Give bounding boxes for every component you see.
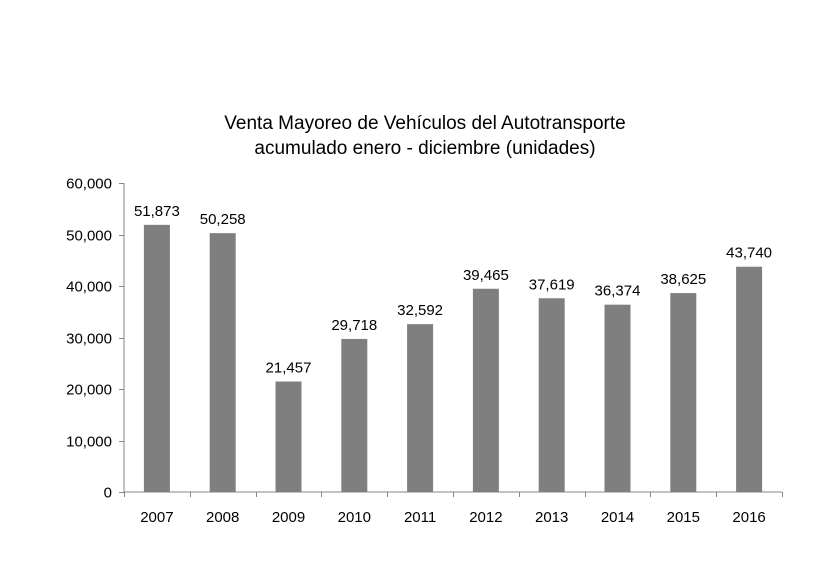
bar-value-label: 51,873	[134, 203, 180, 220]
bar	[143, 224, 170, 492]
bar	[209, 233, 236, 492]
y-tick-label: 20,000	[66, 382, 112, 399]
bar	[736, 266, 763, 492]
x-tick-label: 2014	[601, 509, 634, 526]
bar-value-label: 38,625	[660, 271, 706, 288]
x-tick-label: 2012	[469, 509, 502, 526]
chart-subtitle: acumulado enero - diciembre (unidades)	[254, 138, 596, 159]
y-tick-label: 40,000	[66, 279, 112, 296]
x-tick-label: 2009	[272, 509, 305, 526]
bar-value-label: 37,619	[529, 276, 575, 293]
bar-value-label: 32,592	[397, 302, 443, 319]
y-tick-label: 60,000	[66, 176, 112, 193]
bar	[538, 298, 565, 492]
y-tick-label: 50,000	[66, 228, 112, 245]
bar	[472, 288, 499, 492]
x-tick-label: 2011	[404, 509, 436, 526]
bar	[275, 381, 302, 492]
chart-title: Venta Mayoreo de Vehículos del Autotrans…	[224, 113, 626, 134]
bar	[407, 324, 434, 492]
bar	[604, 304, 631, 492]
x-tick-label: 2010	[338, 509, 371, 526]
bar-value-label: 39,465	[463, 267, 509, 284]
x-tick-label: 2015	[667, 509, 700, 526]
y-tick-label: 10,000	[66, 434, 112, 451]
bar	[670, 293, 697, 492]
x-tick-label: 2013	[535, 509, 568, 526]
bar-value-label: 29,718	[331, 317, 377, 334]
bar-value-label: 36,374	[595, 283, 641, 300]
bar-value-label: 43,740	[726, 245, 772, 262]
x-tick-label: 2016	[732, 509, 765, 526]
x-tick-label: 2008	[206, 509, 239, 526]
bar-value-label: 21,457	[266, 359, 312, 376]
y-tick-label: 0	[104, 485, 112, 502]
bar-value-label: 50,258	[200, 211, 246, 228]
x-tick-label: 2007	[140, 509, 173, 526]
bar	[341, 338, 368, 492]
y-tick-label: 30,000	[66, 331, 112, 348]
